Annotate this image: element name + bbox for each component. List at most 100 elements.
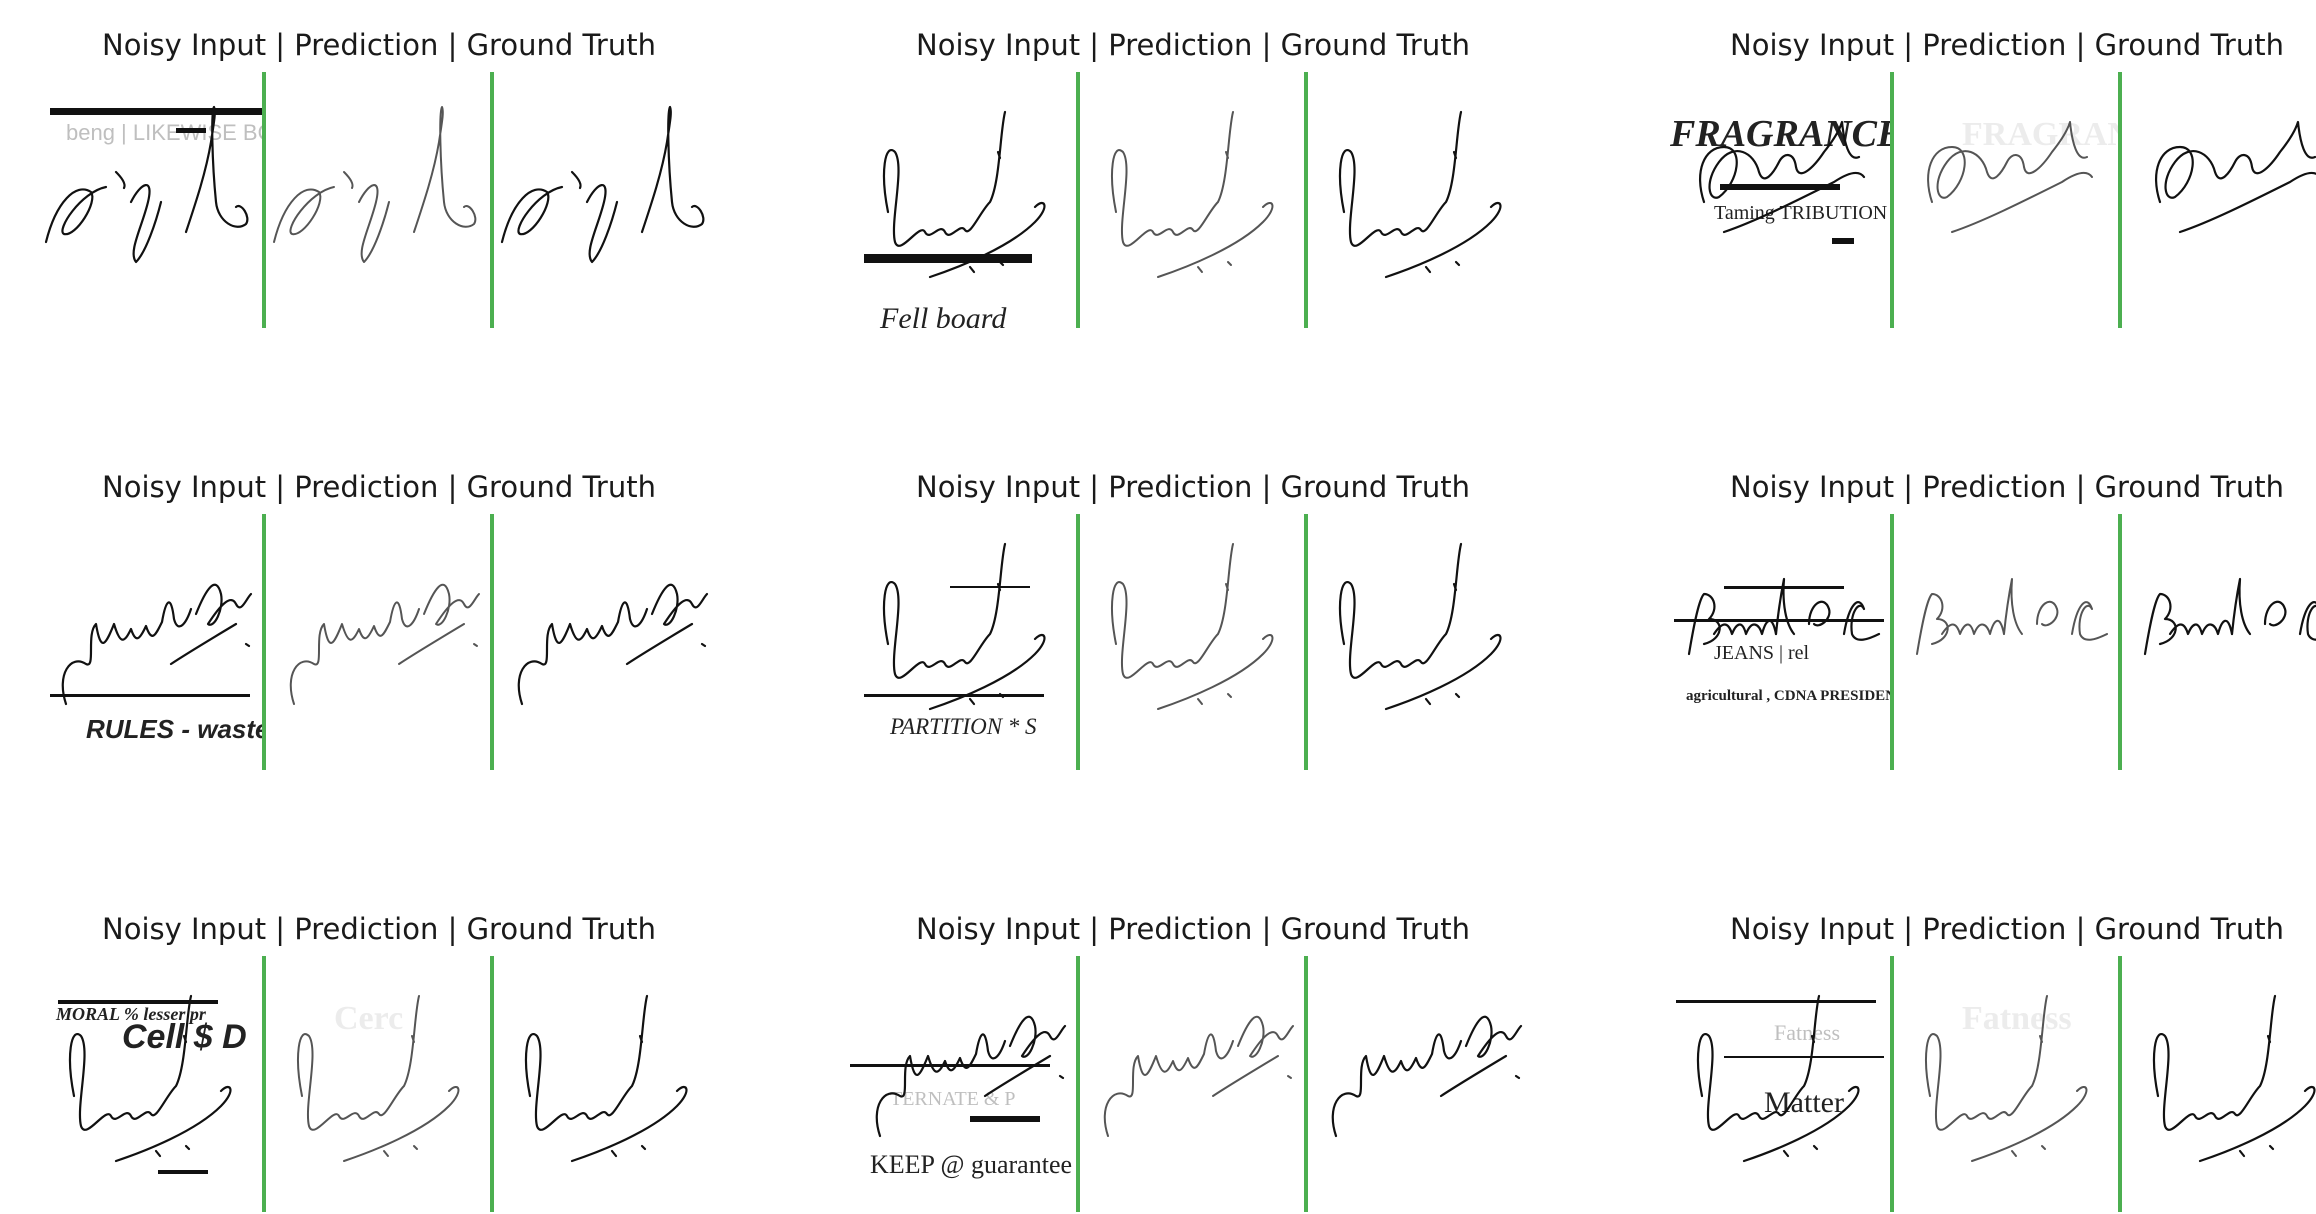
noise-line bbox=[176, 128, 206, 133]
signature-stroke bbox=[1227, 261, 1232, 266]
signature-stroke bbox=[610, 1149, 618, 1158]
signature-stroke bbox=[2143, 592, 2177, 656]
panel-title: Noisy Input | Prediction | Ground Truth bbox=[916, 28, 1470, 62]
signature-stroke bbox=[2071, 601, 2108, 641]
prediction-image: FRAGRANCE bbox=[1892, 72, 2120, 328]
green-separator bbox=[1304, 956, 1308, 1212]
signature-stroke bbox=[640, 1144, 647, 1151]
signature-stroke bbox=[1384, 633, 1502, 711]
prediction-image: Cerc bbox=[264, 956, 492, 1212]
noisy-input-image: PARTITION * S bbox=[850, 514, 1078, 770]
signature-stroke bbox=[1197, 266, 1203, 273]
signature-stroke bbox=[1712, 619, 1778, 636]
signature-stroke bbox=[1812, 1144, 1819, 1151]
signature-stroke bbox=[184, 1144, 191, 1151]
signature-stroke bbox=[700, 642, 707, 648]
signature-drawing bbox=[1687, 577, 1881, 656]
signature-stroke bbox=[1225, 583, 1229, 591]
signature-drawing bbox=[1103, 1015, 1294, 1137]
green-separator bbox=[2118, 72, 2122, 328]
signature-drawing bbox=[882, 542, 1046, 711]
noise-text: beng | LIKEWISE BOARD bbox=[66, 120, 264, 145]
noise-line bbox=[950, 586, 1030, 588]
signature-stroke bbox=[517, 601, 649, 706]
signature-stroke bbox=[2198, 1085, 2316, 1163]
noise-text: Fatness bbox=[1774, 1020, 1840, 1045]
image-strip: Fell board bbox=[850, 72, 1536, 328]
green-separator bbox=[1304, 514, 1308, 770]
image-strip: RULES - waste bbox=[36, 514, 722, 770]
signature-stroke bbox=[1699, 120, 1861, 204]
signature-drawing bbox=[61, 583, 253, 706]
signature-stroke bbox=[1454, 260, 1461, 267]
prediction-image bbox=[1078, 72, 1306, 328]
ground-truth-image bbox=[2120, 72, 2316, 328]
noisy-input-image: FRAGRANCE FTaming TRIBUTION bbox=[1664, 72, 1892, 328]
signature-stroke bbox=[343, 171, 354, 189]
signature-drawing bbox=[273, 106, 477, 263]
signature-stroke bbox=[297, 995, 420, 1131]
green-separator bbox=[1890, 514, 1894, 770]
signature-stroke bbox=[343, 1086, 460, 1162]
signature-stroke bbox=[638, 1034, 644, 1044]
signature-stroke bbox=[882, 542, 1007, 679]
residue-text: Fatness bbox=[1962, 1000, 2072, 1037]
panel-title: Noisy Input | Prediction | Ground Truth bbox=[1730, 912, 2284, 946]
signature-drawing bbox=[1331, 1015, 1523, 1138]
signature-stroke bbox=[1927, 121, 2088, 203]
noise-line bbox=[50, 694, 250, 697]
signature-drawing bbox=[1338, 542, 1502, 711]
signature-drawing bbox=[500, 105, 705, 264]
signature-stroke bbox=[2178, 171, 2316, 234]
signature-stroke bbox=[1111, 543, 1234, 679]
signature-stroke bbox=[1157, 202, 1274, 278]
ground-truth-image bbox=[1306, 514, 1534, 770]
signature-stroke bbox=[423, 583, 480, 626]
green-separator bbox=[490, 956, 494, 1212]
signature-stroke bbox=[1157, 634, 1274, 710]
signature-drawing bbox=[2155, 120, 2316, 234]
image-strip: TERNATE & P KEEP @ guarantee bbox=[850, 956, 1536, 1212]
signature-drawing bbox=[1111, 543, 1274, 710]
signature-stroke bbox=[1782, 1149, 1790, 1158]
signature-stroke bbox=[1452, 150, 1458, 160]
panel-title: Noisy Input | Prediction | Ground Truth bbox=[102, 912, 656, 946]
comparison-panel: Noisy Input | Prediction | Ground Truth T… bbox=[850, 912, 1536, 1212]
signature-stroke bbox=[1971, 1086, 2088, 1162]
ground-truth-image bbox=[492, 956, 720, 1212]
signature-stroke bbox=[289, 601, 420, 705]
signature-drawing bbox=[1111, 111, 1274, 278]
signature-stroke bbox=[2298, 601, 2316, 641]
green-separator bbox=[262, 956, 266, 1212]
signature-stroke bbox=[1287, 1075, 1292, 1079]
signature-stroke bbox=[968, 697, 976, 706]
signature-stroke bbox=[500, 185, 564, 244]
signature-stroke bbox=[1742, 1085, 1860, 1163]
image-strip: PARTITION * S bbox=[850, 514, 1536, 770]
noise-line bbox=[1676, 1000, 1876, 1003]
signature-stroke bbox=[1212, 1055, 1279, 1097]
signature-stroke bbox=[1384, 201, 1502, 279]
noise-line bbox=[850, 1064, 1050, 1067]
signature-drawing bbox=[524, 994, 688, 1163]
signature-stroke bbox=[273, 186, 335, 243]
comparison-panel: Noisy Input | Prediction | Ground Truth F… bbox=[850, 28, 1536, 328]
prediction-image: Fatness bbox=[1892, 956, 2120, 1212]
signature-stroke bbox=[1941, 619, 2005, 635]
signature-stroke bbox=[2152, 994, 2277, 1131]
noise-text: TERNATE & P bbox=[890, 1088, 1016, 1110]
noisy-input-image: beng | LIKEWISE BOARD bbox=[36, 72, 264, 328]
signature-stroke bbox=[2168, 619, 2234, 636]
signature-stroke bbox=[928, 633, 1046, 711]
comparison-panel: Noisy Input | Prediction | Ground Truth M… bbox=[1664, 912, 2316, 1212]
signature-drawing bbox=[44, 105, 249, 264]
signature-stroke bbox=[184, 105, 249, 234]
comparison-panel: Noisy Input | Prediction | Ground Truth R… bbox=[36, 470, 722, 770]
noisy-input-image: RULES - waste bbox=[36, 514, 264, 770]
signature-stroke bbox=[585, 184, 619, 264]
signature-stroke bbox=[2003, 578, 2023, 635]
signature-stroke bbox=[1514, 1074, 1521, 1080]
green-separator bbox=[262, 72, 266, 328]
signature-stroke bbox=[875, 1033, 1007, 1138]
signature-drawing bbox=[2143, 577, 2316, 656]
